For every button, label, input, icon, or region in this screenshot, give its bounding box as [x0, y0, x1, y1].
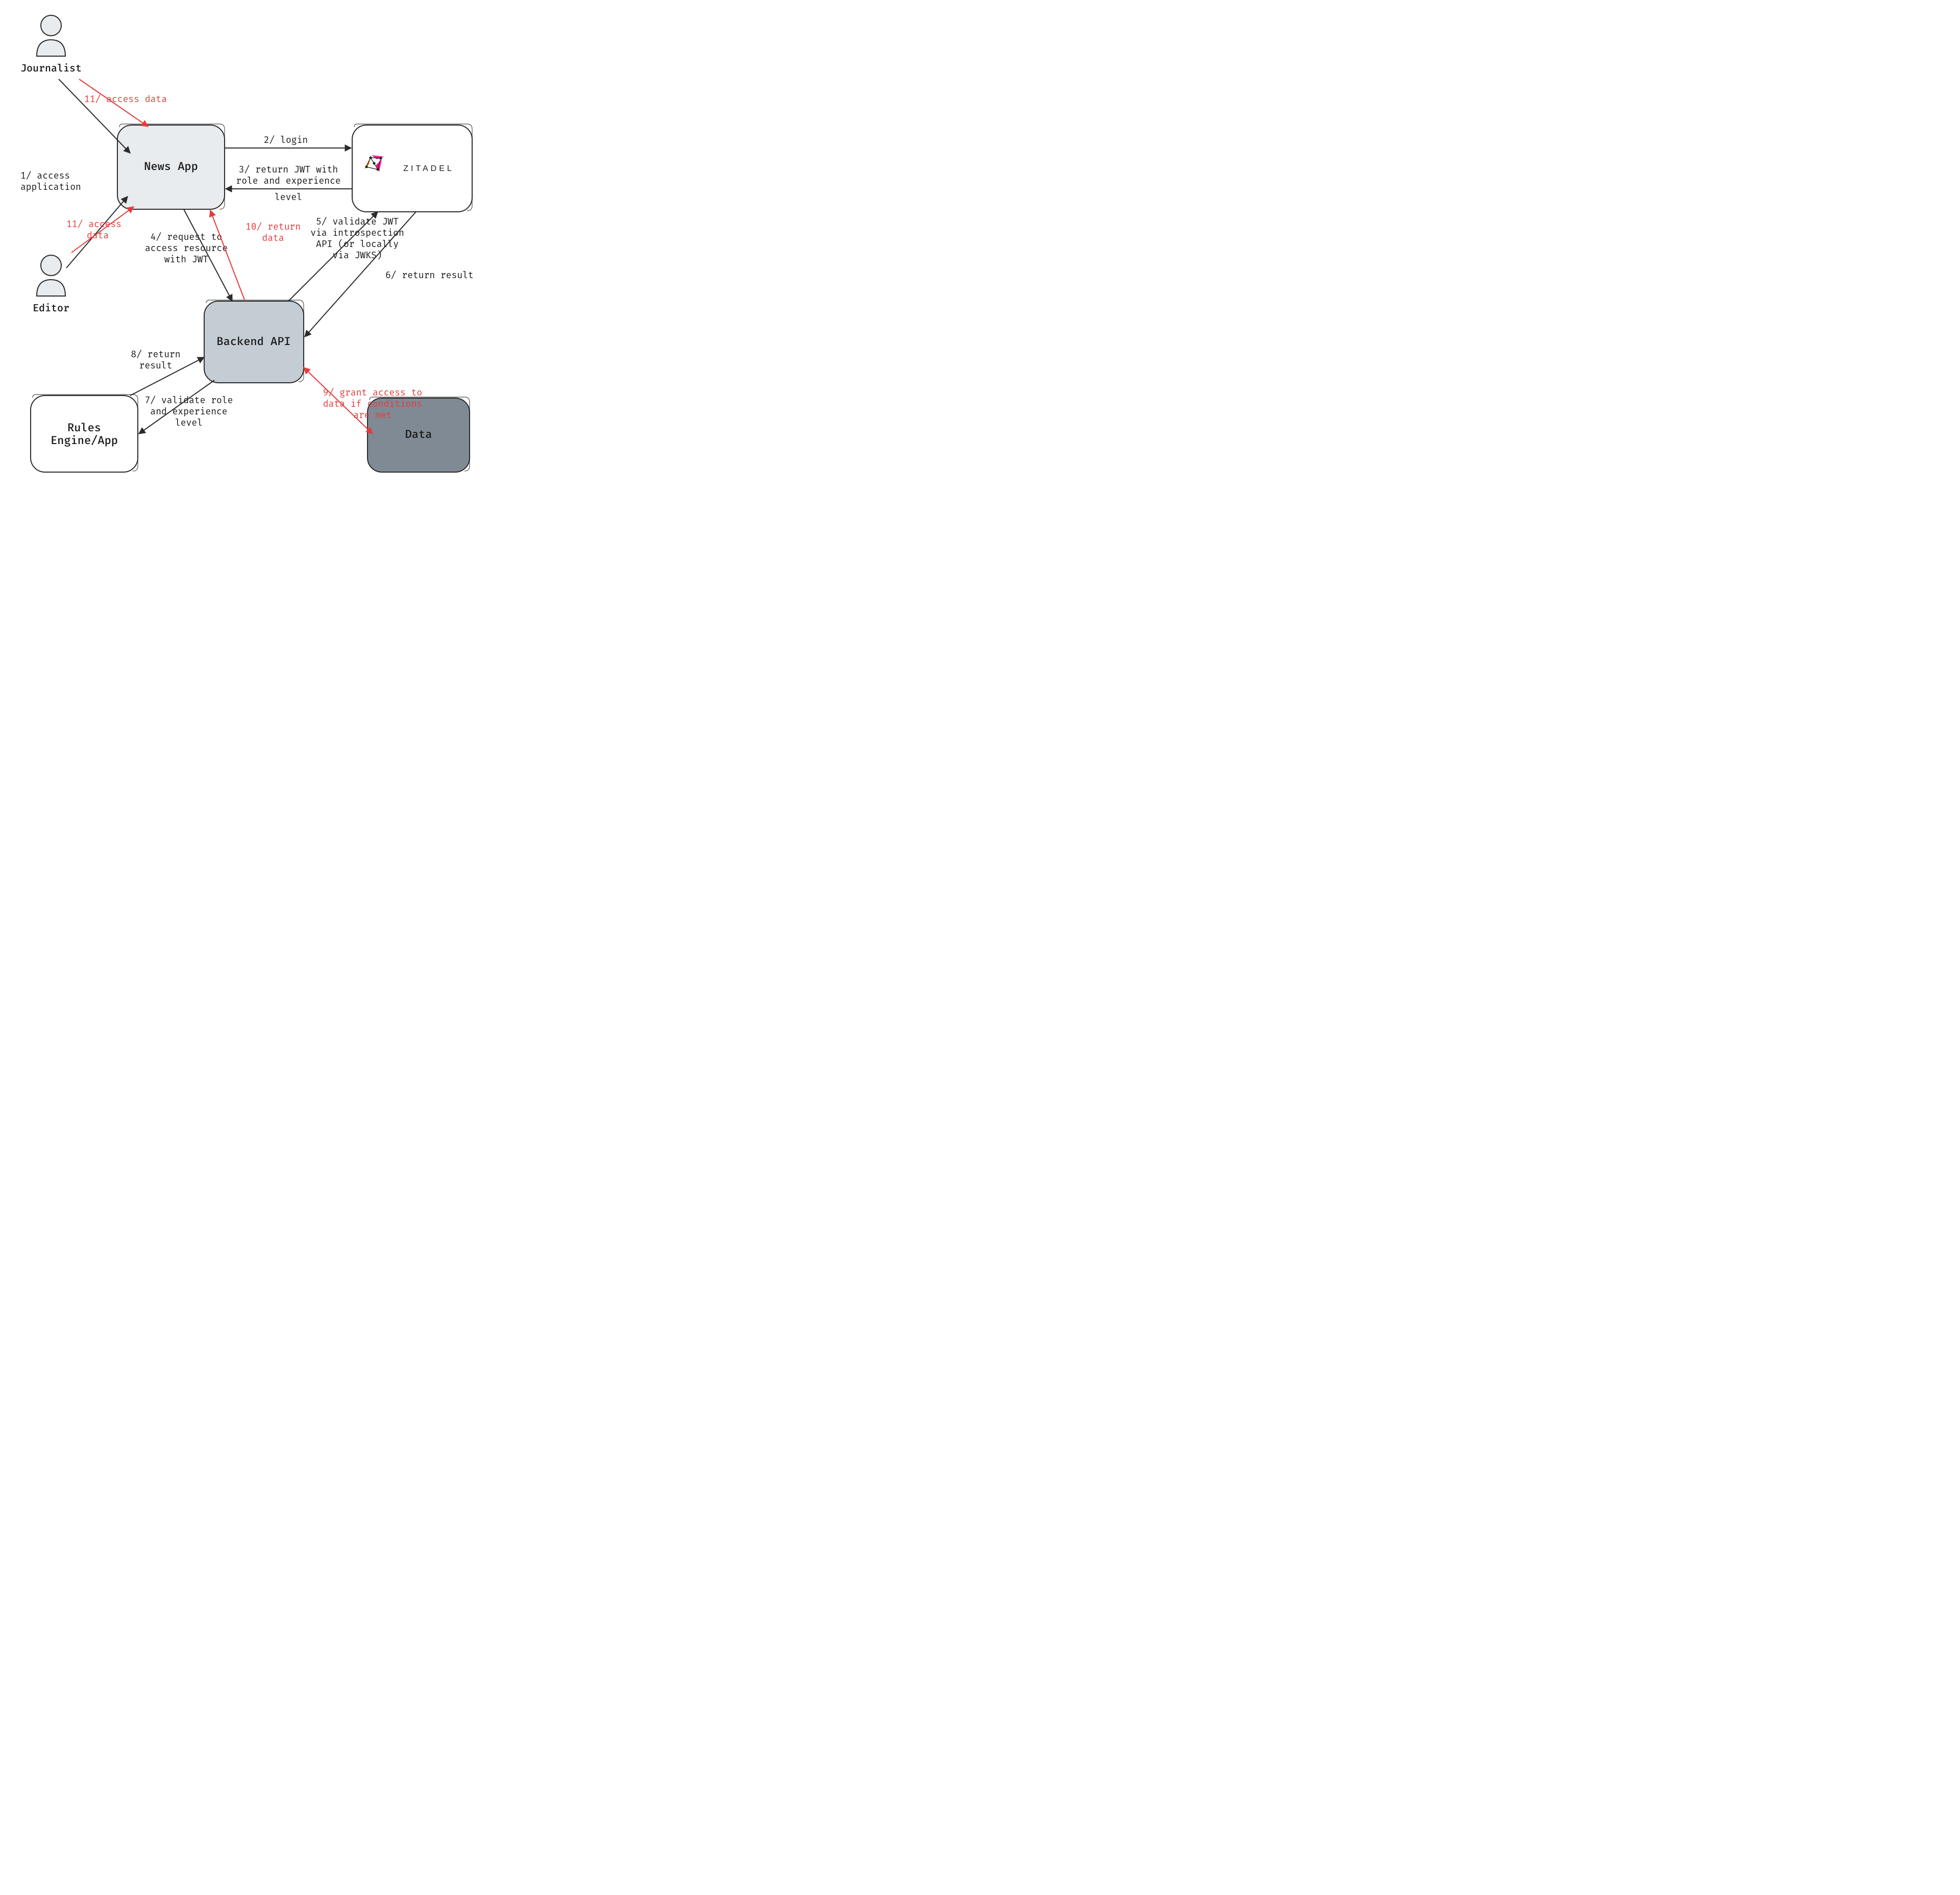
edge-3-label-2: role and experience	[236, 175, 340, 186]
edge-5-label-2: via introspection	[310, 227, 404, 238]
news-app-label: News App	[144, 159, 198, 173]
edge-10-label-2: data	[262, 232, 284, 243]
edge-11b-label-2: data	[87, 230, 109, 241]
edge-3-label-1: 3/ return JWT with	[239, 164, 338, 175]
editor-label: Editor	[33, 302, 69, 314]
edge-3-label-3: level	[275, 191, 302, 203]
actor-editor: Editor	[33, 255, 69, 314]
edge-11b-label-1: 11/ access	[66, 218, 121, 230]
edge-1-label-2: application	[20, 181, 81, 192]
edge-6-label: 6/ return result	[385, 269, 474, 281]
edge-7-label-2: and experience	[150, 406, 227, 417]
edge-7-label-3: level	[175, 417, 203, 428]
node-zitadel: ZITADEL	[352, 124, 472, 212]
edge-5-label-3: API (or locally	[316, 238, 399, 250]
edge-9-label-1: 9/ grant access to	[323, 387, 422, 398]
rules-engine-label-2: Engine/App	[51, 433, 118, 447]
architecture-diagram: Journalist Editor News App	[0, 0, 490, 474]
node-backend-api: Backend API	[204, 300, 304, 383]
node-rules-engine: Rules Engine/App	[31, 395, 138, 472]
edge-4-label-1: 4/ request to	[151, 231, 222, 242]
edge-5-label-1: 5/ validate JWT	[316, 216, 399, 227]
journalist-label: Journalist	[20, 62, 82, 75]
edge-1-label-1: 1/ access	[20, 170, 70, 181]
rules-engine-label-1: Rules	[67, 421, 101, 434]
edge-2-label: 2/ login	[264, 134, 308, 145]
edge-5-label-4: via JWKS)	[332, 250, 382, 261]
actor-journalist: Journalist	[20, 15, 82, 75]
edge-8-label-1: 8/ return	[131, 349, 180, 360]
data-label: Data	[405, 427, 432, 441]
edge-9-label-2: data if conditions	[323, 398, 422, 409]
edge-4-label-2: access resource	[145, 242, 228, 254]
backend-api-label: Backend API	[216, 334, 290, 348]
edge-10-label-1: 10/ return	[246, 221, 301, 232]
edge-4-label-3: with JWT	[164, 254, 209, 265]
edge-8-label-2: result	[139, 360, 173, 371]
edge-9-label-3: are met	[353, 409, 392, 421]
node-news-app: News App	[117, 124, 225, 209]
edge-11a-label: 11/ access data	[84, 93, 167, 105]
edge-7-label-1: 7/ validate role	[145, 395, 233, 406]
edge-10	[210, 210, 245, 301]
zitadel-label: ZITADEL	[403, 164, 454, 173]
